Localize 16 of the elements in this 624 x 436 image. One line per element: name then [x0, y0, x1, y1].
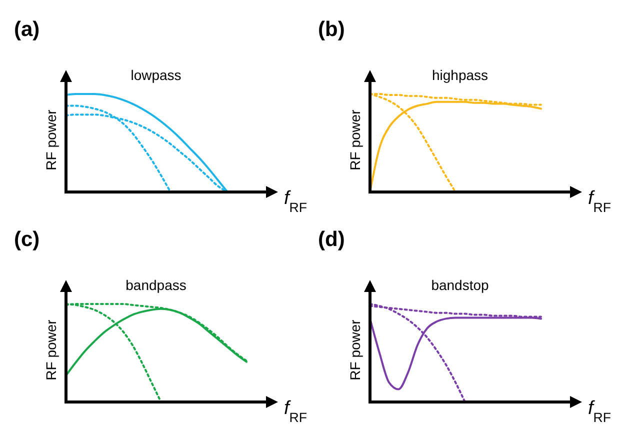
- chart-title: bandpass: [126, 277, 186, 293]
- text: (c): [14, 228, 40, 251]
- x-axis-title: f$_{RF}$: [284, 188, 308, 214]
- text: (b): [318, 18, 345, 41]
- text: (a): [14, 18, 40, 41]
- x-axis-title: f$_{RF}$: [588, 188, 612, 214]
- chart-title: highpass: [432, 67, 488, 83]
- y-axis-title: RF power: [43, 109, 59, 170]
- chart-title: lowpass: [130, 67, 182, 83]
- chart-title: bandstop: [431, 277, 490, 293]
- text: (d): [318, 228, 345, 251]
- x-axis-title: f$_{RF}$: [284, 398, 308, 424]
- x-axis-title: f$_{RF}$: [588, 398, 612, 424]
- y-axis-title: RF power: [43, 319, 59, 380]
- y-axis-title: RF power: [347, 109, 363, 170]
- y-axis-title: RF power: [347, 319, 363, 380]
